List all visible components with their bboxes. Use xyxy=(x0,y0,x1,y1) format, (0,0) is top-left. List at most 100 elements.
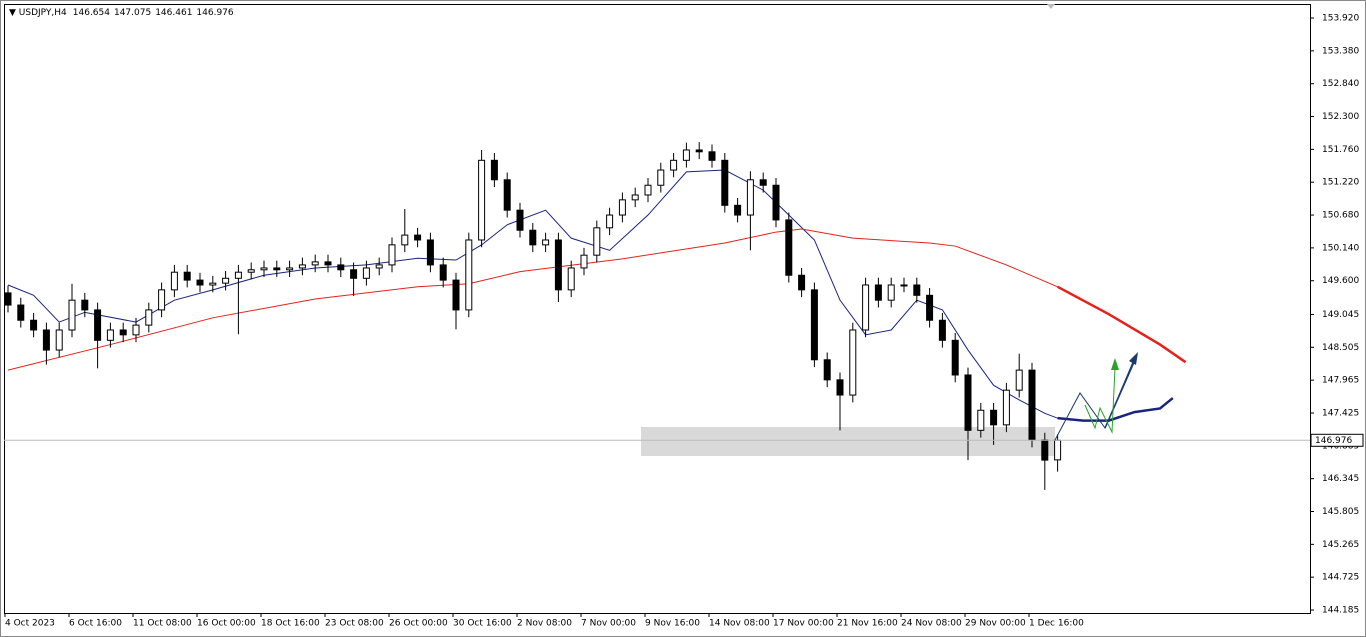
candle-body xyxy=(478,159,486,241)
candle-body xyxy=(106,329,114,341)
x-tick-label: 26 Oct 00:00 xyxy=(389,619,448,629)
candle-body xyxy=(618,199,626,216)
candle-body xyxy=(119,329,127,336)
x-tick-label: 16 Oct 00:00 xyxy=(197,619,256,629)
candle-body xyxy=(938,319,946,341)
candle-body xyxy=(606,214,614,229)
candle-body xyxy=(298,264,306,269)
y-tick-label: 144.725 xyxy=(1322,573,1359,583)
plot-frame xyxy=(4,4,1311,614)
candle-body xyxy=(1015,369,1023,391)
moving-average-projection xyxy=(1057,285,1187,364)
x-tick-label: 23 Oct 08:00 xyxy=(325,619,384,629)
candle-body xyxy=(350,269,358,279)
y-tick-label: 152.300 xyxy=(1322,112,1359,122)
candle-body xyxy=(465,239,473,311)
candle-body xyxy=(900,284,908,287)
shift-marker xyxy=(1047,4,1055,9)
candle-body xyxy=(682,149,690,161)
candle-body xyxy=(337,264,345,271)
arrow-head xyxy=(1129,352,1138,365)
forecast-arrow xyxy=(1104,359,1136,429)
candle-body xyxy=(260,267,268,271)
candle-body xyxy=(695,149,703,153)
triangle: ▼ xyxy=(9,8,19,18)
candle-body xyxy=(324,261,332,266)
y-tick-label: 144.185 xyxy=(1322,606,1359,616)
candle-body xyxy=(746,179,754,216)
price-label-box xyxy=(1310,433,1364,447)
y-tick-label: 145.805 xyxy=(1322,507,1359,517)
candle-body xyxy=(209,282,217,286)
candle-body xyxy=(926,294,934,321)
y-tick-label: 146.345 xyxy=(1322,474,1359,484)
x-tick-label: 14 Nov 08:00 xyxy=(709,619,770,629)
candle-body xyxy=(375,264,383,269)
candle-body xyxy=(913,284,921,296)
x-tick-label: 21 Nov 16:00 xyxy=(837,619,898,629)
x-tick-label: 9 Nov 16:00 xyxy=(645,619,700,629)
x-tick-label: 1 Dec 16:00 xyxy=(1029,619,1084,629)
x-tick-label: 17 Nov 00:00 xyxy=(773,619,834,629)
candle-body xyxy=(1054,439,1062,461)
candle-body xyxy=(644,184,652,196)
y-tick-label: 147.425 xyxy=(1322,408,1359,418)
candle-body xyxy=(247,269,255,273)
candle-body xyxy=(823,359,831,381)
y-tick-label: 145.265 xyxy=(1322,540,1359,550)
y-tick-label: 147.965 xyxy=(1322,376,1359,386)
candle-body xyxy=(542,239,550,246)
candle-body xyxy=(759,179,767,186)
x-tick-label: 24 Nov 08:00 xyxy=(901,619,962,629)
zone-rectangle xyxy=(641,427,1055,456)
candle-body xyxy=(964,374,972,431)
candle-body xyxy=(286,267,294,271)
candle-body xyxy=(862,284,870,331)
candle-body xyxy=(94,309,102,341)
candle-body xyxy=(414,234,422,241)
candle-body xyxy=(183,271,191,281)
candle-body xyxy=(145,309,153,326)
x-tick-label: 18 Oct 16:00 xyxy=(261,619,320,629)
y-tick-label: 153.380 xyxy=(1322,46,1359,56)
candle-body xyxy=(887,284,895,301)
x-tick-label: 29 Nov 00:00 xyxy=(965,619,1026,629)
candle-body xyxy=(554,239,562,291)
y-tick-label: 152.840 xyxy=(1322,79,1359,89)
candle-body xyxy=(836,379,844,396)
ohlc-high: 147.075 xyxy=(114,8,151,18)
x-tick-label: 2 Nov 08:00 xyxy=(517,619,572,629)
candle-body xyxy=(657,169,665,186)
candle-body xyxy=(426,239,434,266)
candle-body xyxy=(708,151,716,161)
candle-body xyxy=(311,261,319,266)
candle-body xyxy=(593,227,601,256)
candle-body xyxy=(55,329,63,351)
candle-body xyxy=(874,284,882,301)
moving-average xyxy=(7,169,1174,422)
candle-body xyxy=(977,409,985,431)
candle-body xyxy=(990,409,998,426)
candle-body xyxy=(670,159,678,171)
price-label: 146.976 xyxy=(1315,436,1352,446)
candle-body xyxy=(734,204,742,216)
candle-body xyxy=(580,254,588,269)
y-tick-label: 148.505 xyxy=(1322,343,1359,353)
candle-body xyxy=(42,329,50,351)
y-tick-label: 150.680 xyxy=(1322,211,1359,221)
candle-body xyxy=(503,179,511,211)
candle-body xyxy=(849,329,857,396)
x-tick-label: 11 Oct 08:00 xyxy=(133,619,192,629)
forecast-path-green xyxy=(1084,367,1116,434)
candle-body xyxy=(951,339,959,376)
candle-body xyxy=(631,194,639,201)
candle-body xyxy=(1041,439,1049,461)
candle-body xyxy=(810,289,818,361)
candle-body xyxy=(529,229,537,246)
candle-body xyxy=(452,279,460,311)
candle-body xyxy=(132,324,140,336)
y-tick-label: 153.920 xyxy=(1322,14,1359,24)
